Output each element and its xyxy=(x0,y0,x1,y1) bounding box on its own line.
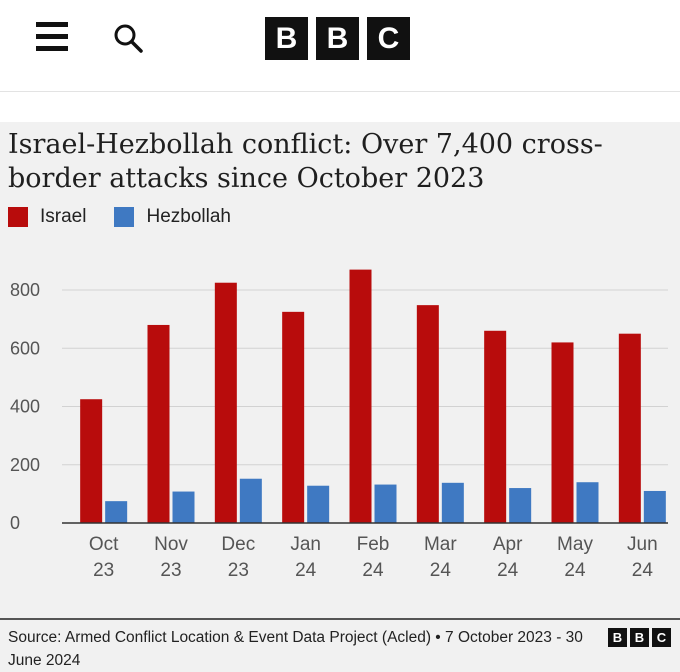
bbc-logo-letter: B xyxy=(265,17,308,60)
x-tick-label-year: 24 xyxy=(564,560,586,581)
bbc-logo-letter: B xyxy=(316,17,359,60)
legend-swatch-hezbollah xyxy=(114,207,135,227)
source-note: Source: Armed Conflict Location & Event … xyxy=(8,629,583,669)
legend-swatch-israel xyxy=(8,207,28,227)
x-tick-label-month: Mar xyxy=(424,534,457,555)
bbc-footer-logo: B B C xyxy=(608,628,671,647)
bbc-logo-letter: B xyxy=(608,628,627,647)
bbc-logo-letter: B xyxy=(630,628,649,647)
bar-israel xyxy=(349,269,372,523)
bar-hezbollah xyxy=(441,482,464,523)
x-tick-label-month: Feb xyxy=(357,534,390,555)
chart-title: Israel-Hezbollah conflict: Over 7,400 cr… xyxy=(8,129,603,194)
x-tick-label-year: 24 xyxy=(497,560,519,581)
x-tick-label-month: Nov xyxy=(154,534,188,555)
bbc-logo[interactable]: B B C xyxy=(265,17,410,60)
bar-chart: 0 200 400 600 800 Oct 23 Nov 23 Dec 23 Jan 24 Feb 24 Ma… xyxy=(10,269,668,581)
x-tick-label-year: 23 xyxy=(160,560,181,581)
legend-item-hezbollah: Hezbollah xyxy=(114,206,231,228)
x-tick-label-year: 24 xyxy=(295,560,317,581)
x-tick-label-month: Jun xyxy=(627,534,658,555)
y-tick-label: 600 xyxy=(10,338,40,358)
bar-israel xyxy=(416,305,439,523)
legend-label-israel: Israel xyxy=(40,206,87,227)
x-tick-label-month: Oct xyxy=(89,534,119,555)
bar-hezbollah xyxy=(239,478,262,523)
bar-israel xyxy=(484,330,507,523)
bar-hezbollah xyxy=(576,482,599,523)
bar-hezbollah xyxy=(509,488,532,523)
bar-hezbollah xyxy=(643,490,666,523)
legend-item-israel: Israel xyxy=(8,206,86,228)
x-tick-label-year: 24 xyxy=(430,560,452,581)
bar-hezbollah xyxy=(374,484,397,523)
legend-label-hezbollah: Hezbollah xyxy=(146,206,231,227)
bbc-logo-letter: C xyxy=(367,17,410,60)
bar-israel xyxy=(214,282,237,523)
hamburger-menu-icon[interactable] xyxy=(36,22,68,52)
y-tick-label: 400 xyxy=(10,397,40,417)
footer-divider xyxy=(0,618,680,620)
top-navigation-bar: B B C xyxy=(0,0,680,92)
bar-israel xyxy=(282,311,305,523)
bar-hezbollah xyxy=(172,491,195,523)
bar-israel xyxy=(147,324,170,523)
x-tick-label-month: Dec xyxy=(221,534,255,555)
x-tick-label-month: Apr xyxy=(493,534,523,555)
x-tick-label-year: 24 xyxy=(362,560,384,581)
x-tick-label-year: 24 xyxy=(632,560,654,581)
bar-israel xyxy=(618,333,641,523)
bar-hezbollah xyxy=(105,501,128,523)
y-tick-label: 200 xyxy=(10,455,40,475)
x-tick-label-year: 23 xyxy=(228,560,249,581)
y-tick-label: 0 xyxy=(10,513,20,533)
y-tick-label: 800 xyxy=(10,280,40,300)
x-tick-label-month: Jan xyxy=(290,534,321,555)
bar-hezbollah xyxy=(307,485,330,523)
chart-card: 0 200 400 600 800 Oct 23 Nov 23 Dec 23 Jan 24 Feb 24 Ma… xyxy=(0,122,680,672)
x-tick-label-month: May xyxy=(557,534,593,555)
search-icon[interactable] xyxy=(112,22,146,56)
x-tick-label-year: 23 xyxy=(93,560,114,581)
bar-israel xyxy=(551,342,574,523)
bar-israel xyxy=(80,399,103,523)
chart-legend: Israel Hezbollah xyxy=(8,206,259,228)
bbc-logo-letter: C xyxy=(652,628,671,647)
